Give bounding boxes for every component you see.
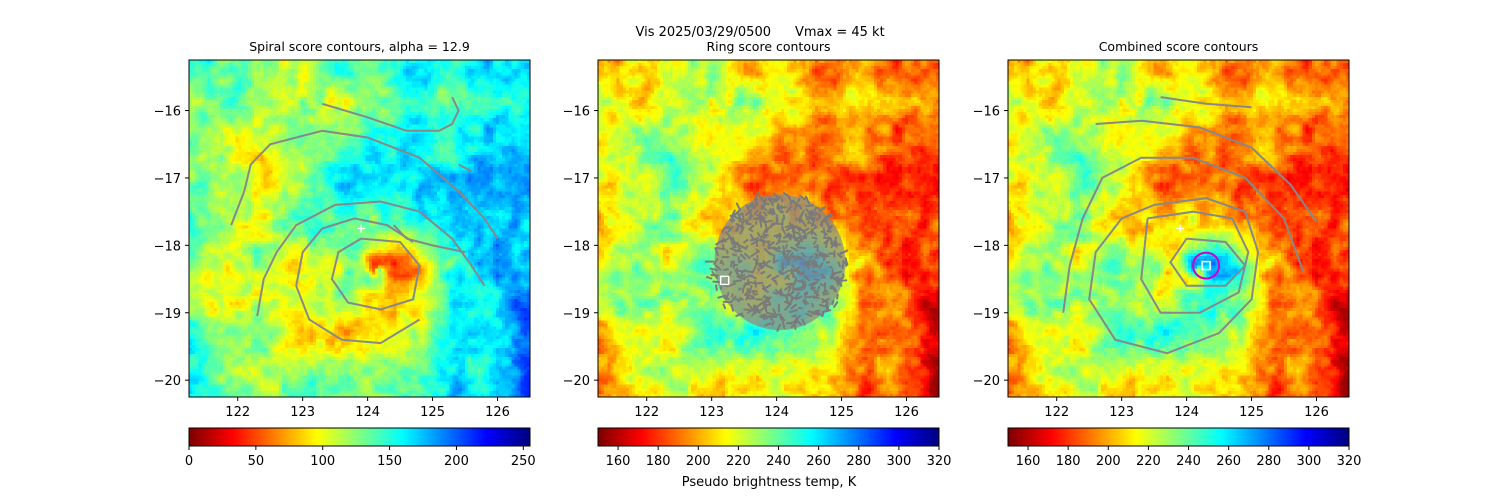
contour-line xyxy=(1062,156,1305,313)
x-tick-label: 126 xyxy=(1304,405,1329,420)
center-square-marker xyxy=(1201,260,1211,271)
y-tick-label: −20 xyxy=(973,374,1000,389)
y-tick-label: −18 xyxy=(563,239,590,254)
colorbar-tick-label: 300 xyxy=(1296,454,1321,469)
contour-line xyxy=(438,96,460,132)
x-tick-label: 122 xyxy=(225,405,250,420)
contour-group xyxy=(704,191,849,332)
x-tick-label: 125 xyxy=(1239,405,1264,420)
panel-title: Ring score contours xyxy=(706,39,830,54)
x-tick-label: 126 xyxy=(485,405,510,420)
panel-1: Spiral score contours, alpha = 12.9 122 12… xyxy=(154,39,536,469)
y-tick-label: −16 xyxy=(154,105,181,120)
colorbar-tick-label: 50 xyxy=(248,454,265,469)
colorbar-tick-label: 240 xyxy=(766,454,791,469)
colorbar-tick-label: 100 xyxy=(310,454,335,469)
contour-line xyxy=(1160,96,1252,109)
x-tick-label: 123 xyxy=(290,405,315,420)
y-tick-label: −20 xyxy=(563,374,590,389)
y-tick-label: −17 xyxy=(154,172,181,187)
y-tick-label: −17 xyxy=(973,172,1000,187)
colorbar-tick-label: 260 xyxy=(1216,454,1241,469)
axes-frame xyxy=(1007,59,1350,398)
x-tick-label: 124 xyxy=(764,405,789,420)
colorbar-tick-label: 160 xyxy=(606,454,631,469)
contour-group xyxy=(230,96,499,345)
colorbar-tick-label: 160 xyxy=(1016,454,1041,469)
x-tick-label: 125 xyxy=(420,405,445,420)
colorbar-tick-label: 300 xyxy=(886,454,911,469)
panel-title: Spiral score contours, alpha = 12.9 xyxy=(249,39,470,54)
colorbar-tick-label: 220 xyxy=(726,454,751,469)
contour-line xyxy=(1169,237,1247,287)
colorbar-gradient xyxy=(189,428,530,446)
colorbar-tick-label: 150 xyxy=(377,454,402,469)
y-tick-label: −18 xyxy=(973,239,1000,254)
center-circle-marker xyxy=(1192,251,1221,280)
contour-line xyxy=(392,224,408,240)
colorbar-frame xyxy=(597,427,940,447)
colorbar-tick-label: 200 xyxy=(686,454,711,469)
y-tick-label: −19 xyxy=(154,307,181,322)
colorbar-gradient xyxy=(1008,428,1349,446)
y-tick-label: −19 xyxy=(973,307,1000,322)
x-tick-label: 124 xyxy=(1174,405,1199,420)
panel-2: Ring score contours 122 123 124 125 126 −16 −17… xyxy=(563,39,952,469)
colorbar-frame xyxy=(188,427,531,447)
panel-3: Combined score contours 122 123 124 125 126 −1… xyxy=(973,39,1362,469)
center-plus-marker xyxy=(1176,224,1185,233)
contour-line xyxy=(230,129,499,240)
colorbar-tick-label: 280 xyxy=(1256,454,1281,469)
colorbar-tick-label: 320 xyxy=(1337,454,1362,469)
contour-line xyxy=(458,163,472,173)
colorbar-tick-label: 220 xyxy=(1136,454,1161,469)
y-tick-label: −16 xyxy=(973,105,1000,120)
x-tick-label: 123 xyxy=(699,405,724,420)
colorbar-tick-label: 0 xyxy=(185,454,193,469)
colorbar-tick-label: 200 xyxy=(1096,454,1121,469)
x-tick-label: 122 xyxy=(1044,405,1069,420)
colorbar-tick-label: 200 xyxy=(444,454,469,469)
x-tick-label: 125 xyxy=(829,405,854,420)
x-tick-label: 124 xyxy=(355,405,380,420)
colorbar-tick-label: 320 xyxy=(927,454,952,469)
contour-line xyxy=(406,237,466,254)
contour-group xyxy=(1062,96,1318,355)
colorbar-tick-label: 180 xyxy=(646,454,671,469)
contour-line xyxy=(321,102,440,132)
panel-title: Combined score contours xyxy=(1099,39,1259,54)
x-tick-label: 123 xyxy=(1109,405,1134,420)
colorbar-tick-label: 180 xyxy=(1056,454,1081,469)
figure-suptitle-left: Vis 2025/03/29/0500 xyxy=(635,25,771,40)
colorbar-tick-label: 240 xyxy=(1176,454,1201,469)
colorbar-tick-label: 280 xyxy=(846,454,871,469)
figure-suptitle-right: Vmax = 45 kt xyxy=(795,25,885,40)
contour-line xyxy=(1088,197,1260,355)
colorbar-tick-label: 260 xyxy=(806,454,831,469)
axes-frame xyxy=(188,59,531,398)
y-tick-label: −20 xyxy=(154,374,181,389)
contour-line xyxy=(1140,210,1250,314)
colorbar-label: Pseudo brightness temp, K xyxy=(682,475,857,490)
center-square-marker xyxy=(719,275,730,286)
contour-line xyxy=(295,217,421,345)
colorbar-tick-label: 250 xyxy=(511,454,536,469)
contour-line xyxy=(330,237,421,311)
contour-line xyxy=(1095,119,1318,223)
center-plus-marker xyxy=(357,224,366,233)
y-tick-label: −17 xyxy=(563,172,590,187)
x-tick-label: 122 xyxy=(634,405,659,420)
axes-frame xyxy=(597,59,940,398)
colorbar-frame xyxy=(1007,427,1350,447)
y-tick-label: −18 xyxy=(154,239,181,254)
y-tick-label: −16 xyxy=(563,105,590,120)
colorbar-gradient xyxy=(598,428,939,446)
x-tick-label: 126 xyxy=(894,405,919,420)
y-tick-label: −19 xyxy=(563,307,590,322)
